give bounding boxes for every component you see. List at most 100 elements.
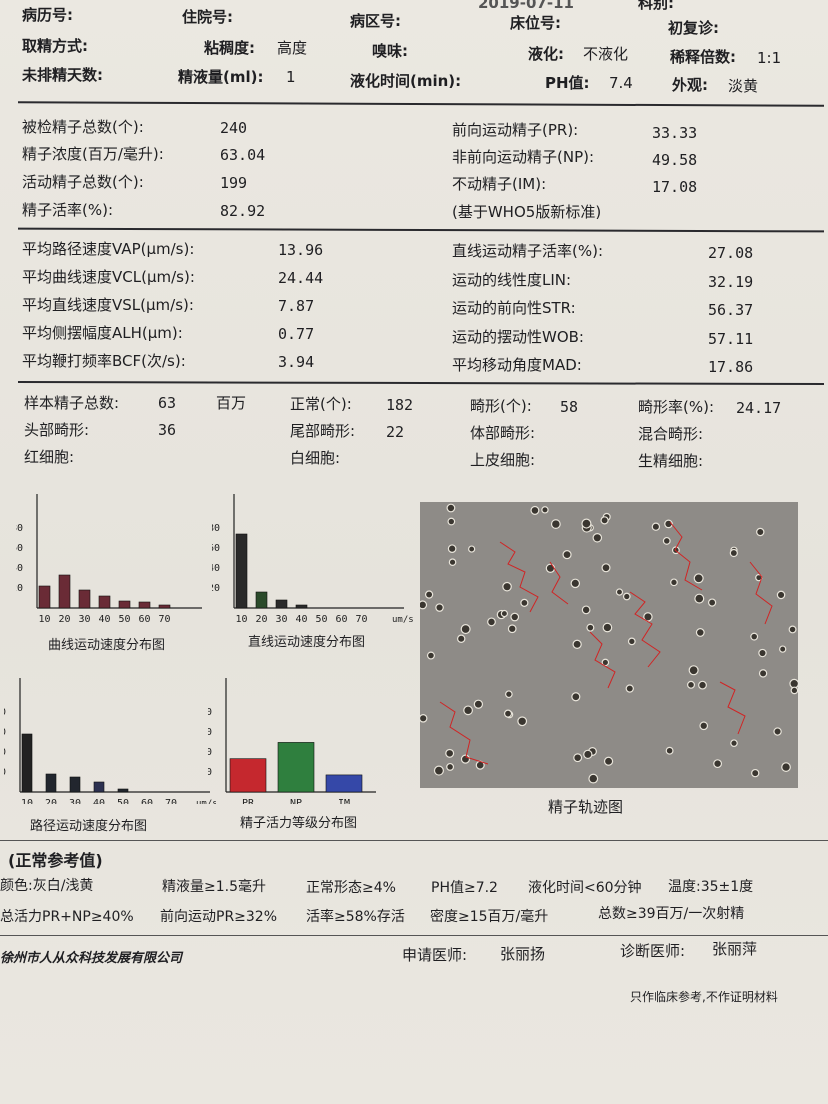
sperm-cell: [562, 550, 572, 560]
sperm-cell: [687, 680, 696, 689]
vsl-value: 7.87: [278, 297, 315, 315]
sperm-cell: [758, 669, 768, 678]
y-tick-label: 20: [16, 583, 23, 594]
left-label-2: 精子浓度(百万/毫升):: [22, 145, 164, 163]
sperm-cell: [776, 590, 786, 600]
sperm-cell: [468, 545, 476, 553]
tail-abn-value: 22: [386, 423, 405, 441]
trajectory-path: [589, 631, 616, 689]
sperm-cell: [550, 519, 561, 529]
y-tick-label: 60: [212, 543, 220, 554]
alh-value: 0.77: [278, 325, 315, 343]
x-tick-label: PR: [242, 798, 255, 804]
sperm-cell: [545, 563, 556, 573]
sperm-cell: [695, 628, 705, 637]
sperm-cell: [662, 536, 671, 545]
bar-50: [118, 600, 131, 609]
ref-density: 密度≥15百万/毫升: [430, 909, 549, 925]
sperm-trajectory-image: [420, 502, 798, 788]
sperm-cell: [445, 748, 455, 758]
sperm-cell: [708, 598, 717, 607]
wob-label: 运动的摆动性WOB:: [452, 328, 584, 346]
sperm-cell: [758, 648, 767, 658]
y-tick-label: 20: [4, 767, 6, 778]
y-tick-label: 60: [4, 727, 6, 738]
x-tick-label: 10: [21, 798, 33, 804]
sperm-cell: [473, 699, 484, 709]
y-tick-label: 40: [212, 563, 220, 574]
y-tick-label: 80: [16, 523, 23, 534]
linear-rate-value: 27.08: [708, 244, 754, 262]
sperm-cell: [615, 588, 624, 596]
sperm-cell: [487, 617, 496, 627]
x-tick-label: 60: [335, 614, 347, 624]
bar-20: [45, 773, 57, 793]
epithelial-label: 上皮细胞:: [470, 451, 536, 469]
trajectory-path: [629, 591, 661, 668]
sperm-cell: [601, 658, 610, 667]
x-tick-label: NP: [290, 798, 302, 804]
chart-svg: %8060402010203040506070um/s: [4, 678, 216, 804]
sperm-cell: [592, 532, 603, 543]
dilution-value: 1:1: [757, 49, 782, 67]
left-value-3: 199: [220, 174, 248, 192]
sperm-cell: [420, 600, 428, 610]
total-label: 样本精子总数:: [24, 394, 120, 412]
bar-20: [58, 574, 71, 609]
trajectory-path: [439, 701, 489, 765]
date-fragment: 2019-07-11: [478, 0, 574, 12]
bar-40: [98, 595, 111, 609]
bar-10: [21, 733, 33, 793]
sperm-cell: [665, 746, 674, 755]
divider-1: [17, 101, 825, 107]
bar-40: [295, 604, 308, 609]
lin-label: 运动的线性度LIN:: [452, 271, 572, 289]
trajectory-path: [499, 541, 539, 613]
alh-label: 平均侧摆幅度ALH(μm):: [22, 324, 183, 342]
trajectory-path: [669, 521, 703, 591]
x-tick-label: 40: [295, 614, 307, 624]
ref-liquefaction: 液化时间<60分钟: [528, 880, 642, 896]
vsl-distribution-chart: %8060402010203040506070um/s: [212, 484, 422, 624]
sperm-cell: [781, 762, 791, 772]
req-doctor-label: 申请医师:: [402, 946, 468, 964]
first-visit-label: 初复诊:: [668, 19, 719, 37]
sperm-cell: [627, 637, 636, 646]
x-tick-label: 30: [275, 614, 287, 624]
sperm-cell: [463, 705, 473, 716]
total-unit: 百万: [216, 394, 247, 412]
vcl-value: 24.44: [278, 269, 324, 287]
left-label-1: 被检精子总数(个):: [22, 118, 144, 136]
ref-vitality: 活率≥58%存活: [306, 909, 405, 925]
abstinence-label: 未排精天数:: [22, 66, 103, 84]
sperm-cell: [603, 756, 614, 766]
bar-20: [255, 591, 268, 609]
y-tick-label: 40: [4, 747, 6, 758]
right-label-2: 非前向运动精子(NP):: [452, 148, 595, 166]
company-name: 徐州市人从众科技发展有限公司: [0, 951, 183, 966]
vap-value: 13.96: [278, 241, 324, 259]
trajectory-path: [549, 561, 569, 605]
mad-label: 平均移动角度MAD:: [452, 356, 582, 374]
ref-count: 总数≥39百万/一次射精: [598, 906, 745, 922]
diag-doctor-name: 张丽萍: [712, 940, 758, 958]
sperm-cell: [426, 651, 435, 660]
motility-chart-title: 精子活力等级分布图: [240, 816, 358, 831]
linear-rate-label: 直线运动精子活率(%):: [452, 242, 604, 260]
appearance-value: 淡黄: [728, 77, 759, 95]
left-label-4: 精子活率(%):: [22, 201, 114, 219]
x-tick-label: 30: [69, 798, 81, 804]
ref-volume: 精液量≥1.5毫升: [162, 879, 266, 895]
y-tick-label: 60: [208, 727, 212, 738]
right-value-3: 17.08: [652, 178, 698, 196]
tail-abn-label: 尾部畸形:: [290, 422, 356, 440]
ref-progressive: 前向运动PR≥32%: [160, 909, 278, 925]
volume-label: 精液量(ml):: [178, 68, 264, 86]
sperm-cell: [586, 623, 595, 632]
right-value-2: 49.58: [652, 151, 698, 169]
sperm-cell: [788, 625, 797, 634]
bar-30: [78, 589, 91, 609]
rbc-label: 红细胞:: [24, 448, 75, 466]
bar-IM: [325, 774, 363, 793]
